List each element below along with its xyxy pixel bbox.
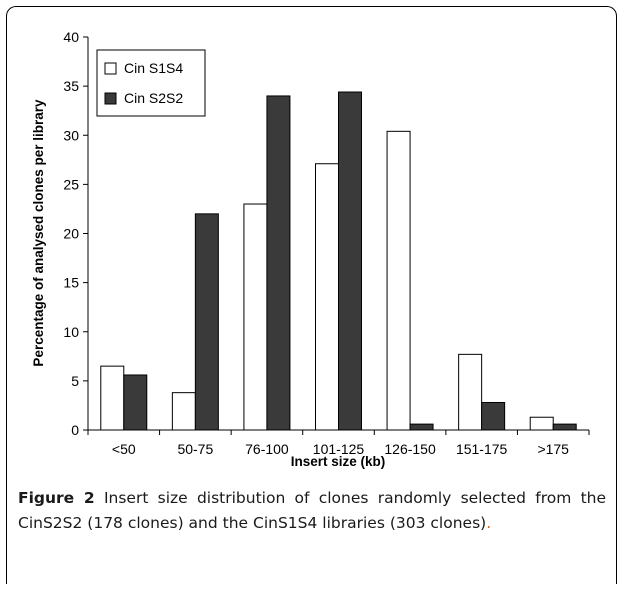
x-axis-label: Insert size (kb) xyxy=(291,454,386,469)
bar-cin-s1s4 xyxy=(100,365,125,431)
y-tick-label: 0 xyxy=(71,422,79,438)
x-tick-label: <50 xyxy=(112,441,136,457)
bar-cin-s1s4 xyxy=(171,392,196,431)
caption-text: Insert size distribution of clones rando… xyxy=(18,489,607,532)
bar-cin-s2s2 xyxy=(338,91,362,431)
figure-caption: Figure 2 Insert size distribution of clo… xyxy=(18,486,606,536)
legend-label: Cin S1S4 xyxy=(124,60,183,76)
x-tick-label: >175 xyxy=(537,441,569,457)
bar-cin-s1s4 xyxy=(386,130,411,431)
chart-tick-labels: 0 5 10 15 20 25 30 35 40 <50 50-75 76-100 101-125 126… xyxy=(63,29,569,457)
bar-cin-s2s2 xyxy=(123,374,148,431)
chart-legend: Cin S1S4 Cin S2S2 xyxy=(96,49,206,117)
bar-chart: 0 5 10 15 20 25 30 35 40 <50 50-75 76-100 101-125 126… xyxy=(31,29,590,469)
legend-swatch xyxy=(104,92,117,105)
y-axis-label: Percentage of analysed clones per librar… xyxy=(31,99,46,367)
bar-cin-s2s2 xyxy=(194,213,219,431)
bar-cin-s1s4 xyxy=(315,163,339,431)
bar-cin-s1s4 xyxy=(529,416,554,431)
bar-cin-s2s2 xyxy=(266,95,291,431)
bar-cin-s2s2 xyxy=(481,401,506,431)
bar-cin-s1s4 xyxy=(243,203,268,431)
chart-bars xyxy=(100,91,577,431)
y-tick-label: 20 xyxy=(63,226,79,242)
x-tick-label: 50-75 xyxy=(177,441,213,457)
x-tick-label: 151-175 xyxy=(456,441,508,457)
y-tick-label: 10 xyxy=(63,324,79,340)
figure-label: Figure 2 xyxy=(18,489,95,507)
bar-cin-s2s2 xyxy=(552,423,577,431)
bar-cin-s2s2 xyxy=(409,423,434,431)
y-tick-label: 5 xyxy=(71,373,79,389)
caption-period: . xyxy=(486,514,492,532)
x-tick-label: 126-150 xyxy=(384,441,436,457)
bar-cin-s1s4 xyxy=(458,353,483,431)
legend-box xyxy=(96,49,206,117)
figure-frame xyxy=(6,6,617,584)
x-tick-label: 101-125 xyxy=(313,441,365,457)
y-tick-label: 30 xyxy=(63,127,79,143)
y-tick-label: 25 xyxy=(63,176,79,192)
legend-swatch xyxy=(104,62,117,75)
y-tick-label: 40 xyxy=(63,29,79,45)
y-tick-label: 35 xyxy=(63,78,79,94)
x-tick-label: 76-100 xyxy=(245,441,289,457)
y-tick-label: 15 xyxy=(63,275,79,291)
legend-label: Cin S2S2 xyxy=(124,90,183,106)
